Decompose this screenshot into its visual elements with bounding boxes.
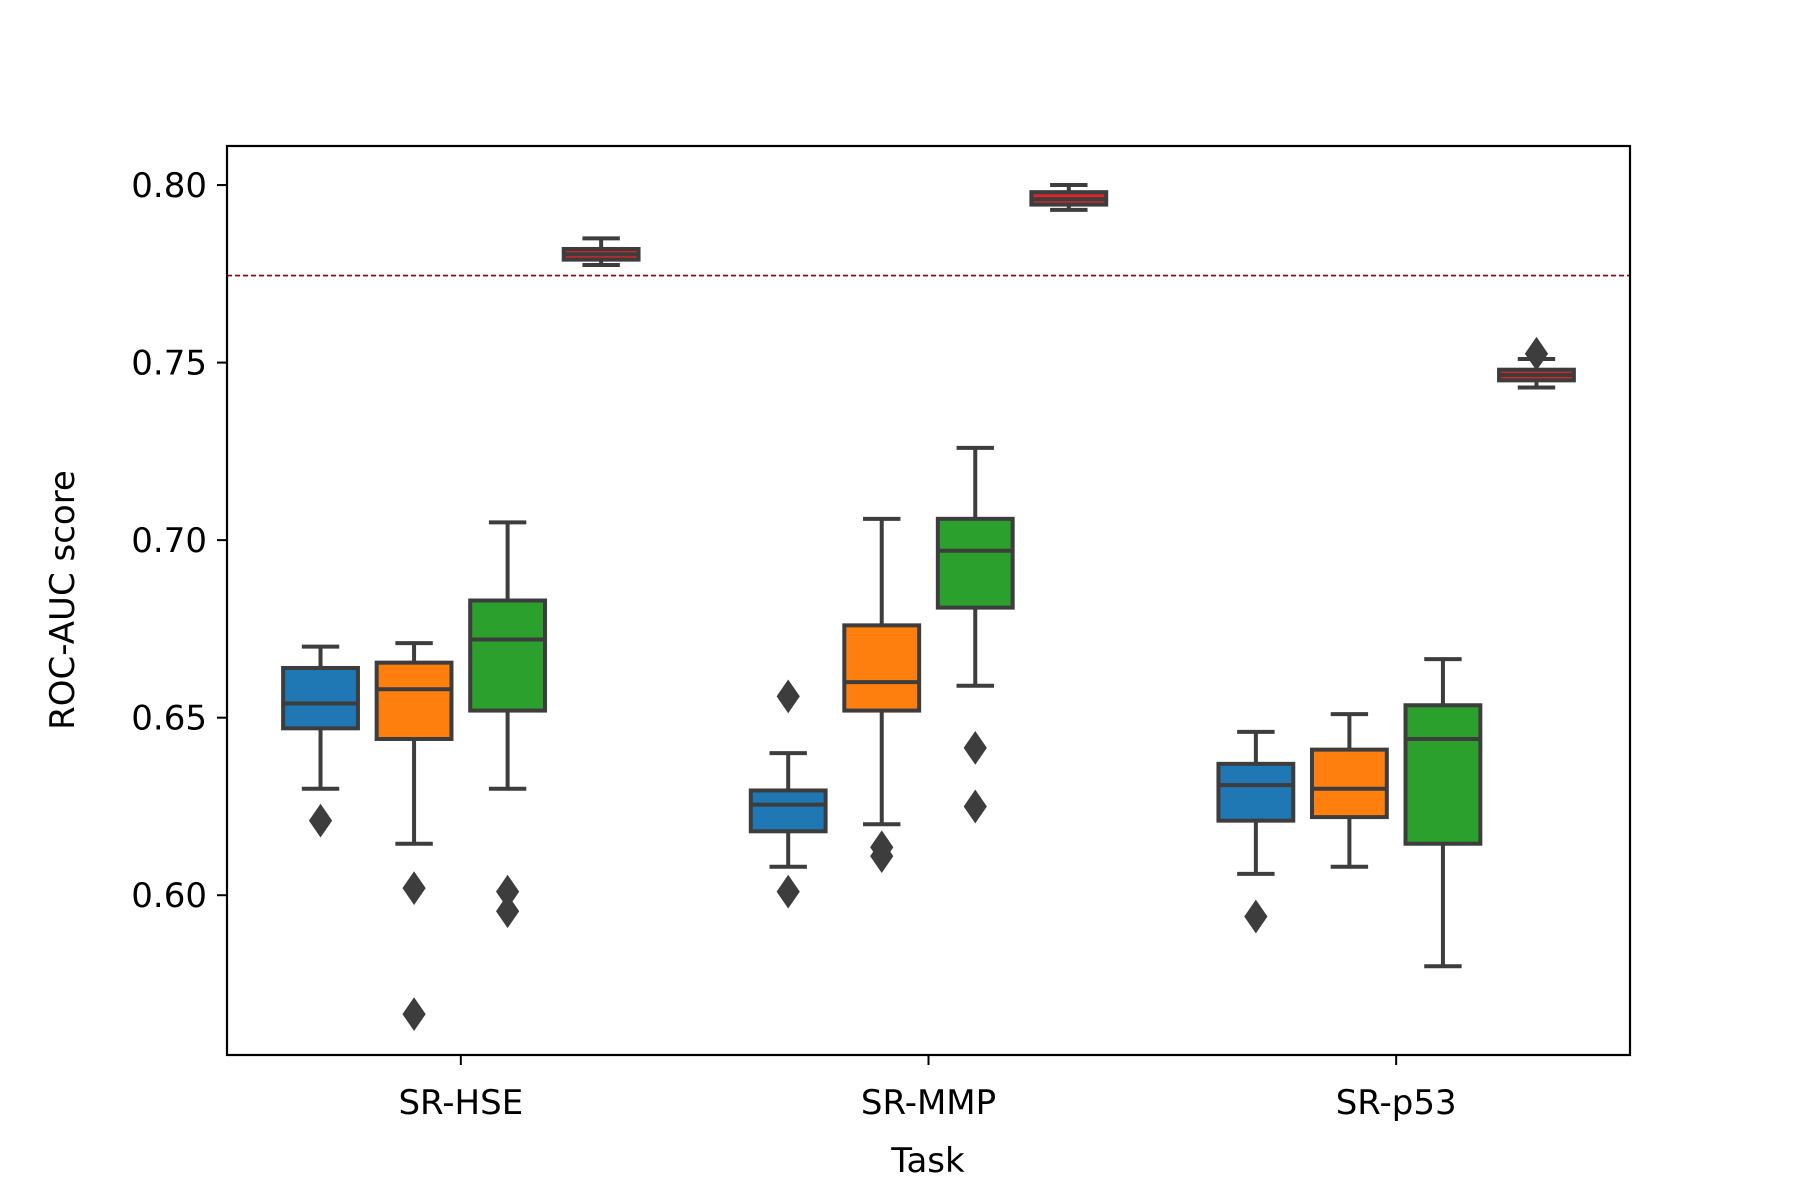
axes: 0.60 0.65 0.70 0.75 0.80 SR-HSE SR-MMP SR-p53 bbox=[131, 166, 1456, 1123]
y-axis-label: ROC-AUC score bbox=[43, 470, 83, 730]
outlier-point bbox=[308, 803, 333, 838]
box-sr-hse-0 bbox=[281, 644, 360, 838]
box-body bbox=[935, 516, 1015, 610]
plot-frame bbox=[225, 144, 1632, 1057]
box-sr-mmp-1 bbox=[842, 516, 922, 874]
outlier-point bbox=[776, 679, 800, 714]
box-sr-p53-1 bbox=[1309, 712, 1389, 869]
plot-area bbox=[227, 183, 1630, 1032]
outlier-point bbox=[1524, 336, 1549, 371]
y-tick-label: 0.70 bbox=[131, 521, 207, 561]
box-body bbox=[374, 660, 454, 741]
outlier-point bbox=[963, 730, 987, 765]
box-sr-p53-0 bbox=[1216, 729, 1296, 934]
box-sr-p53-3 bbox=[1497, 336, 1576, 390]
x-tick-label: SR-HSE bbox=[398, 1083, 523, 1123]
y-tick-label: 0.75 bbox=[131, 344, 207, 384]
y-tick-label: 0.60 bbox=[131, 876, 207, 916]
box-sr-mmp-2 bbox=[935, 445, 1015, 824]
box-body bbox=[281, 665, 360, 731]
outlier-point bbox=[1244, 899, 1268, 934]
x-tick-label: SR-MMP bbox=[861, 1083, 996, 1123]
y-tick-label: 0.80 bbox=[131, 166, 207, 206]
box-sr-hse-3 bbox=[561, 236, 641, 267]
box-sr-mmp-3 bbox=[1029, 183, 1109, 212]
outlier-point bbox=[402, 871, 426, 905]
outlier-point bbox=[402, 997, 426, 1032]
outlier-point bbox=[495, 894, 520, 929]
x-tick-label: SR-p53 bbox=[1336, 1083, 1457, 1123]
outlier-point bbox=[776, 874, 800, 909]
box-body bbox=[1216, 761, 1296, 823]
x-axis-label: Task bbox=[890, 1141, 965, 1181]
box-body bbox=[1309, 747, 1389, 820]
box-sr-hse-1 bbox=[374, 641, 454, 1032]
box-body bbox=[1403, 703, 1483, 846]
y-tick-label: 0.65 bbox=[131, 699, 207, 739]
box-sr-hse-2 bbox=[468, 520, 548, 929]
box-body bbox=[842, 623, 922, 713]
outlier-point bbox=[963, 789, 987, 824]
box-body bbox=[748, 788, 828, 834]
box-body bbox=[468, 598, 548, 713]
outlier-point bbox=[870, 839, 894, 874]
box-sr-p53-2 bbox=[1403, 657, 1483, 969]
box-sr-mmp-0 bbox=[748, 679, 828, 909]
